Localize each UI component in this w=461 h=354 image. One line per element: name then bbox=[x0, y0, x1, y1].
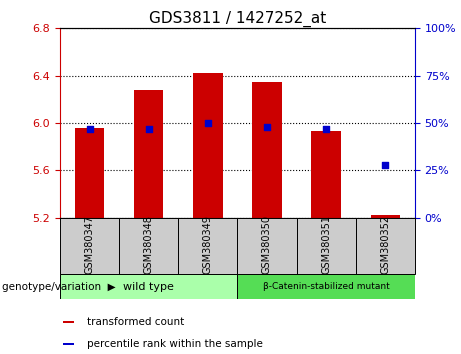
Text: GSM380351: GSM380351 bbox=[321, 215, 331, 274]
Bar bbox=[60, 274, 237, 299]
Text: percentile rank within the sample: percentile rank within the sample bbox=[87, 339, 262, 349]
Bar bbox=[311, 131, 341, 218]
Text: GSM380352: GSM380352 bbox=[380, 215, 390, 274]
Text: GSM380347: GSM380347 bbox=[84, 215, 95, 274]
Text: GSM380348: GSM380348 bbox=[144, 216, 154, 274]
Point bbox=[86, 126, 93, 132]
Point bbox=[382, 162, 389, 167]
Text: transformed count: transformed count bbox=[87, 317, 184, 327]
Bar bbox=[134, 90, 164, 218]
Text: genotype/variation  ▶: genotype/variation ▶ bbox=[2, 282, 116, 292]
Bar bbox=[296, 218, 356, 274]
Bar bbox=[75, 128, 104, 218]
Bar bbox=[193, 73, 223, 218]
Title: GDS3811 / 1427252_at: GDS3811 / 1427252_at bbox=[149, 11, 326, 27]
Bar bbox=[64, 321, 74, 323]
Bar bbox=[119, 218, 178, 274]
Text: GSM380349: GSM380349 bbox=[203, 216, 213, 274]
Bar bbox=[64, 343, 74, 345]
Bar bbox=[60, 218, 119, 274]
Bar bbox=[252, 81, 282, 218]
Bar bbox=[237, 274, 415, 299]
Text: wild type: wild type bbox=[123, 282, 174, 292]
Text: GSM380350: GSM380350 bbox=[262, 215, 272, 274]
Point bbox=[322, 126, 330, 132]
Point bbox=[204, 120, 212, 126]
Text: β-Catenin-stabilized mutant: β-Catenin-stabilized mutant bbox=[263, 282, 390, 291]
Bar bbox=[371, 215, 400, 218]
Bar bbox=[237, 218, 296, 274]
Bar bbox=[178, 218, 237, 274]
Point bbox=[145, 126, 152, 132]
Bar bbox=[356, 218, 415, 274]
Point bbox=[263, 124, 271, 130]
